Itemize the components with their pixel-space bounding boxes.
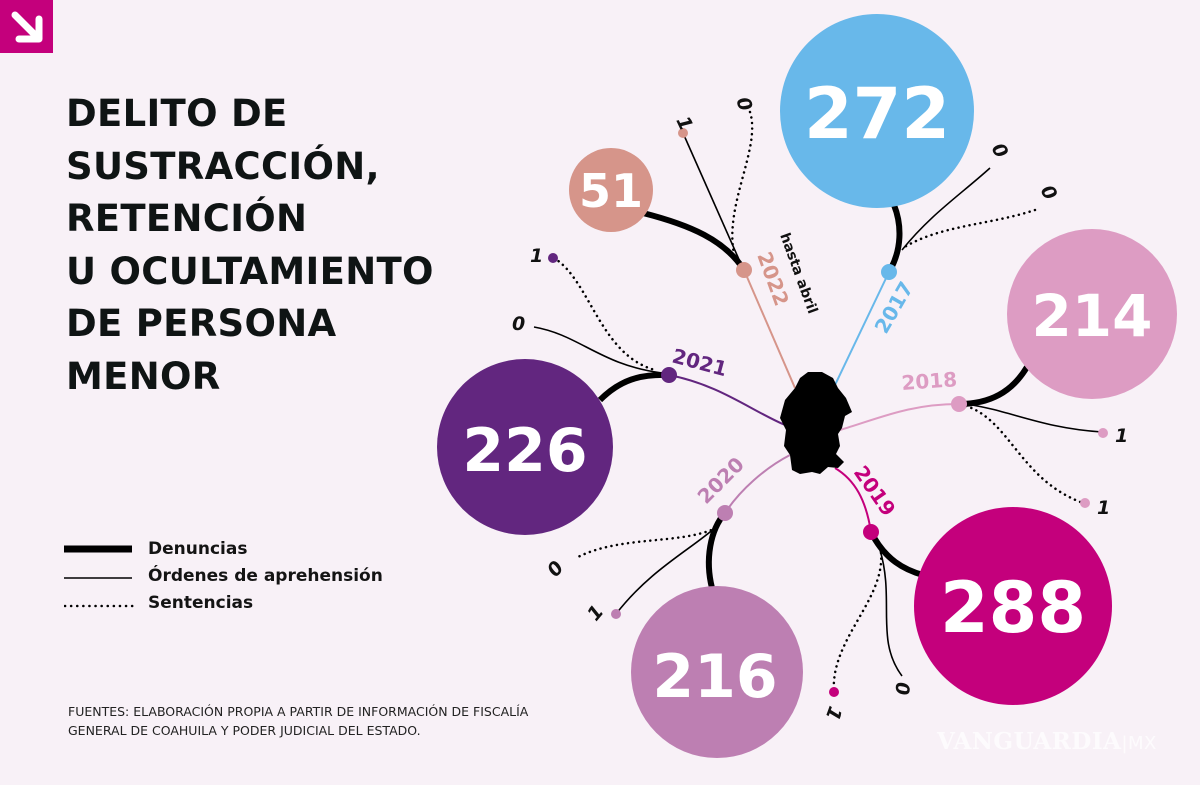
denuncias-line-2018 <box>958 365 1030 407</box>
node-2017 <box>881 264 897 280</box>
year-label-2018: 2018 <box>901 367 958 395</box>
legend-label: Sentencias <box>148 592 254 613</box>
ordenes-value-2019: 0 <box>891 682 913 695</box>
corner-arrow-badge <box>0 0 53 53</box>
spoke-2017 <box>834 271 890 386</box>
ordenes-value-2018: 1 <box>1115 425 1128 447</box>
sentencias-value-2019: 1 <box>821 703 846 723</box>
sentencias-value-2021: 1 <box>530 245 543 267</box>
spoke-2021 <box>668 374 786 426</box>
year-label-2021: 2021 <box>670 344 730 382</box>
denuncias-line-2022 <box>642 210 747 272</box>
node-2022 <box>736 262 752 278</box>
ordenes-line-2021 <box>533 326 663 374</box>
bubble-2020[interactable] <box>631 586 803 758</box>
spoke-2019 <box>834 467 872 533</box>
node-2021 <box>661 367 677 383</box>
vanguardia-watermark: VANGUARDIA|MX <box>937 728 1157 755</box>
ordenes-dot-2022 <box>678 128 688 138</box>
denuncias-value-2017: 272 <box>804 73 950 155</box>
sentencias-value-2022: 0 <box>731 94 756 114</box>
sentencias-value-2017: 0 <box>1036 182 1062 204</box>
denuncias-value-2019: 288 <box>940 567 1086 649</box>
sentencias-line-2021 <box>552 256 657 372</box>
ordenes-value-2020: 1 <box>583 601 608 625</box>
denuncias-value-2021: 226 <box>462 416 587 486</box>
denuncias-line-2017 <box>886 203 903 274</box>
sentencias-line-2022 <box>731 110 754 264</box>
legend: Denuncias Órdenes de aprehensión Sentenc… <box>64 535 383 616</box>
year-label-2017: 2017 <box>870 277 919 337</box>
thick-line-icon <box>64 545 132 552</box>
dotted-line-icon <box>64 604 134 607</box>
sentencias-line-2020 <box>574 526 718 560</box>
sentencias-line-2019 <box>832 551 883 694</box>
bubble-2021[interactable] <box>437 359 613 535</box>
bubble-2022[interactable] <box>569 148 653 232</box>
bubble-2019[interactable] <box>914 507 1112 705</box>
bubble-2017[interactable] <box>780 14 974 208</box>
legend-item-sentencias: Sentencias <box>64 589 383 616</box>
legend-label: Órdenes de aprehensión <box>148 565 383 586</box>
sentencias-dot-2021 <box>548 253 558 263</box>
ordenes-dot-2018 <box>1098 428 1108 438</box>
ordenes-line-2022 <box>682 132 742 265</box>
ordenes-value-2021: 0 <box>512 313 525 335</box>
ordenes-line-2019 <box>879 549 903 677</box>
ordenes-line-2017 <box>901 167 991 251</box>
legend-label: Denuncias <box>148 538 248 559</box>
node-2018 <box>951 396 967 412</box>
node-2019 <box>863 524 879 540</box>
coahuila-state-map-icon <box>780 372 852 474</box>
sentencias-value-2018: 1 <box>1097 497 1110 519</box>
page-title: DELITO DE SUSTRACCIÓN, RETENCIÓN U OCULT… <box>66 92 434 398</box>
sentencias-line-2018 <box>964 404 1085 505</box>
sources-note: FUENTES: ELABORACIÓN PROPIA A PARTIR DE … <box>68 704 529 738</box>
year-label-2020: 2020 <box>693 452 749 508</box>
spoke-2018 <box>839 403 960 431</box>
sentencias-dot-2019 <box>829 687 839 697</box>
spoke-2020 <box>724 454 791 514</box>
ordenes-line-2020 <box>615 526 717 615</box>
sentencias-value-2020: 0 <box>543 557 568 581</box>
legend-item-denuncias: Denuncias <box>64 535 383 562</box>
arrow-down-right-icon <box>11 11 43 43</box>
denuncias-line-2019 <box>868 530 924 578</box>
node-2020 <box>717 505 733 521</box>
ordenes-value-2017: 0 <box>987 140 1013 162</box>
ordenes-dot-2020 <box>611 609 621 619</box>
denuncias-line-2020 <box>705 511 728 589</box>
spoke-2022 <box>743 269 796 389</box>
ordenes-line-2018 <box>964 403 1103 433</box>
sentencias-dot-2018 <box>1080 498 1090 508</box>
watermark-suffix: |MX <box>1121 733 1157 754</box>
sentencias-line-2017 <box>901 208 1037 250</box>
watermark-brand: VANGUARDIA <box>937 728 1122 755</box>
bubble-2018[interactable] <box>1007 229 1177 399</box>
denuncias-value-2022: 51 <box>579 164 643 218</box>
denuncias-value-2018: 214 <box>1031 282 1152 350</box>
legend-item-ordenes: Órdenes de aprehensión <box>64 562 383 589</box>
denuncias-line-2021 <box>597 371 670 403</box>
thin-line-icon <box>64 576 132 579</box>
denuncias-value-2020: 216 <box>652 642 777 712</box>
